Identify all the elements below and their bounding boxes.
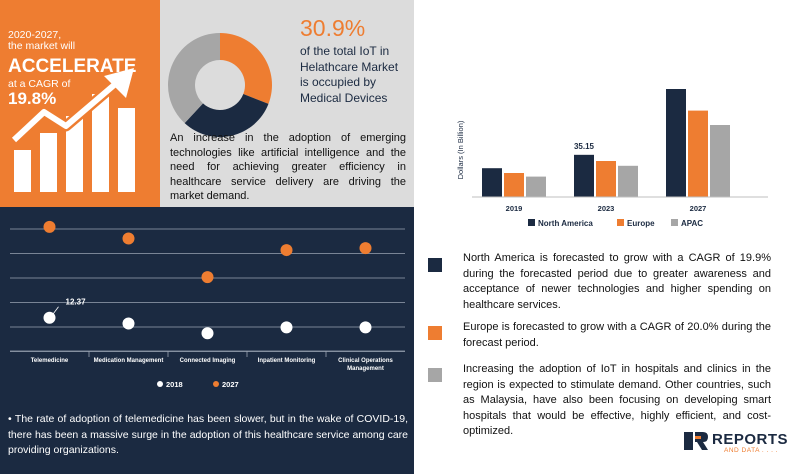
- legend-swatch: [617, 219, 624, 226]
- dot-2027-inpatient-monitoring: [280, 244, 293, 257]
- bar-category-label: 2023: [598, 204, 615, 213]
- dot-2018-telemedicine: [43, 311, 56, 324]
- logo-subtitle-text: AND DATA: [724, 447, 760, 454]
- dot-category-label: Medication Management: [94, 358, 164, 364]
- bar-apac-2023: [618, 165, 638, 197]
- adoption-note-panel: [0, 402, 414, 474]
- share-description: of the total IoT in Helathcare Market is…: [300, 44, 399, 105]
- dot-legend-label: 2018: [166, 380, 183, 389]
- adoption-dot-chart: Telemedicine Medication Management Connect…: [10, 220, 405, 389]
- cagr-label: at a CAGR of: [8, 78, 71, 90]
- bar-category-label: 2027: [690, 204, 707, 213]
- dot-category-label: Management: [347, 366, 384, 372]
- growth-chart-arrow-icon: [10, 68, 135, 192]
- europe-swatch: [428, 326, 442, 340]
- dot-category-label: Telemedicine: [31, 358, 69, 364]
- bar-north-america-2023: [574, 154, 594, 197]
- dot-2027-telemedicine: [43, 220, 56, 233]
- dot-2018-connected-imaging: [201, 327, 214, 340]
- reports-and-data-logo-icon: [684, 432, 708, 450]
- bar-north-america-2019: [482, 168, 502, 197]
- north-america-swatch: [428, 258, 442, 272]
- cagr-period-line1: 2020-2027,: [8, 29, 62, 41]
- bar-data-label: 35.15: [574, 142, 595, 151]
- dot-data-label: 12.37: [66, 298, 87, 307]
- dot-legend-label: 2027: [222, 380, 239, 389]
- dot-legend-swatch: [213, 381, 219, 387]
- europe-text: Europe is forecasted to grow with a CAGR…: [463, 321, 771, 349]
- bar-europe-2023: [596, 161, 616, 197]
- adoption-chart-panel: [0, 207, 414, 402]
- market-driver-text: An increase in the adoption of emerging …: [170, 132, 406, 202]
- cagr-value: 19.8%: [8, 89, 57, 108]
- donut-segment-grey: [167, 33, 220, 124]
- dot-2027-clinical-operations-management: [359, 242, 372, 255]
- dot-category-label: Connected Imaging: [180, 358, 236, 364]
- bar-apac-2027: [710, 125, 730, 197]
- dot-2027-connected-imaging: [201, 271, 214, 284]
- dot-category-label: Clinical Operations: [338, 358, 393, 364]
- logo-subtitle: AND DATA . . . .: [724, 447, 778, 454]
- dot-2018-clinical-operations-management: [359, 321, 372, 334]
- donut-segment-medical-devices: [220, 33, 272, 104]
- dot-annotation-leader: [52, 306, 59, 315]
- bar-north-america-2027: [666, 89, 686, 197]
- bar-apac-2019: [526, 176, 546, 197]
- bar-europe-2027: [688, 110, 708, 197]
- legend-swatch: [528, 219, 535, 226]
- bar-europe-2019: [504, 173, 524, 197]
- dot-category-label: Inpatient Monitoring: [258, 358, 316, 364]
- north-america-text: North America is forecasted to grow with…: [463, 252, 771, 311]
- adoption-note-text: The rate of adoption of telemedicine has…: [8, 413, 408, 456]
- dot-2027-medication-management: [122, 232, 135, 245]
- apac-swatch: [428, 368, 442, 382]
- legend-label: North America: [538, 219, 593, 228]
- apac-text: Increasing the adoption of IoT in hospit…: [463, 363, 771, 437]
- cagr-period: 2020-2027, the market will: [8, 30, 75, 52]
- donut-segment-navy: [184, 94, 269, 137]
- adoption-note: • The rate of adoption of telemedicine h…: [8, 412, 408, 459]
- cagr-headline: ACCELERATE: [8, 56, 137, 77]
- donut-chart: [167, 33, 272, 137]
- cagr-period-line2: the market will: [8, 40, 76, 52]
- share-percent: 30.9%: [300, 15, 366, 41]
- legend-label: Europe: [627, 219, 655, 228]
- bar-chart-ylabel: Dollars (In Billion): [456, 120, 465, 179]
- dot-2018-inpatient-monitoring: [280, 321, 293, 334]
- bar-category-label: 2019: [506, 204, 523, 213]
- dot-2018-medication-management: [122, 317, 135, 330]
- legend-label: APAC: [681, 219, 703, 228]
- bullet-icon: •: [8, 413, 15, 425]
- dot-legend-swatch: [157, 381, 163, 387]
- logo-name: REPORTS: [712, 431, 789, 448]
- cagr-panel: 2020-2027, the market will ACCELERATE at…: [0, 0, 160, 207]
- legend-swatch: [671, 219, 678, 226]
- regional-bar-chart: Dollars (In Billion) 2019 2023 2027 35.15 N…: [456, 89, 768, 228]
